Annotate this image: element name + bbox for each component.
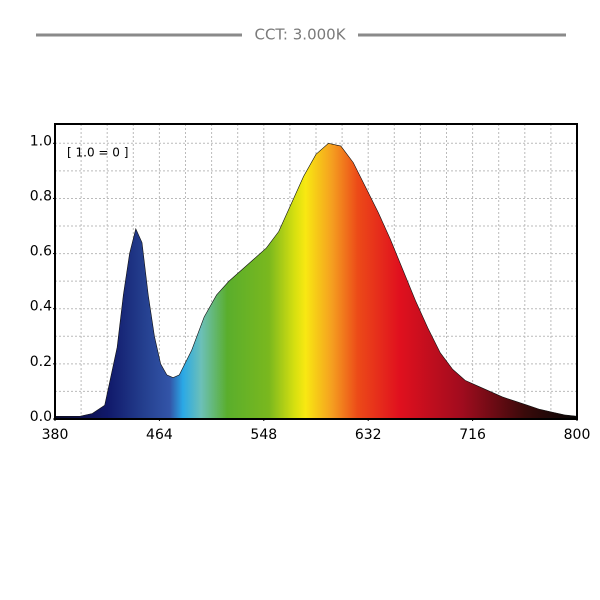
x-tick-label: 716 — [459, 427, 486, 443]
x-tick-label: 800 — [564, 427, 591, 443]
plot-frame — [54, 123, 578, 420]
chart-title: CCT: 3.000K — [254, 26, 346, 44]
y-tick-label: 0.6 — [30, 244, 52, 260]
x-tick-label: 464 — [146, 427, 173, 443]
y-tick-label: 0.2 — [30, 354, 52, 370]
spectrum-area — [54, 142, 578, 420]
y-tick-label: 0.4 — [30, 299, 52, 315]
ticks: 0.0 0.2 0.4 0.6 0.8 1.0 380 464 548 632 716 800 — [30, 133, 591, 443]
y-tick-label: 1.0 — [30, 133, 52, 149]
x-tick-label: 548 — [250, 427, 277, 443]
annotation: [ 1.0 = 0 ] — [67, 146, 128, 160]
y-tick-label: 0.0 — [30, 409, 52, 425]
x-tick-label: 632 — [355, 427, 382, 443]
y-tick-label: 0.8 — [30, 188, 52, 204]
x-tick-label: 380 — [42, 427, 69, 443]
plot — [54, 142, 578, 420]
